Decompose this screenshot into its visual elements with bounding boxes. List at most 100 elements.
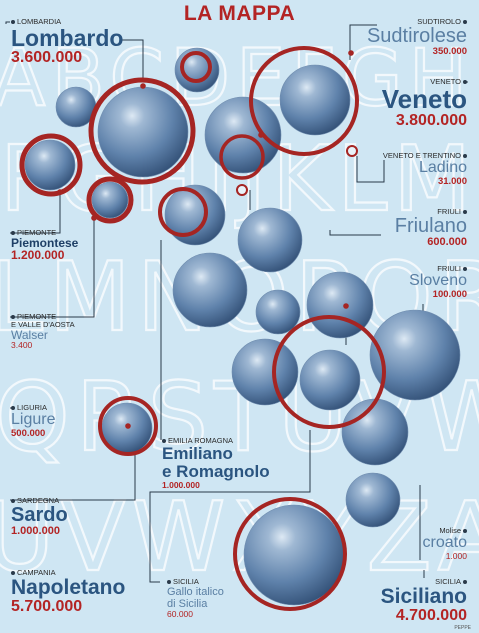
speakers-ladino: 31.000 [437, 175, 467, 187]
marker-dot-icon [11, 499, 15, 504]
dialect-sphere [279, 64, 351, 136]
label-sudtirolese: SUDTIROLO Sudtirolese 350.000 [367, 18, 467, 57]
connector-dot [258, 132, 264, 138]
label-veneto: VENETO Veneto 3.800.000 [382, 78, 467, 130]
red-highlight-ring [98, 396, 158, 456]
red-highlight-ring [88, 77, 196, 185]
label-ligure: LIGURIA Ligure 500.000 [11, 404, 55, 439]
label-napoletano: CAMPANIA Napoletano 5.700.000 [11, 569, 125, 616]
dialect-name-piemontese: Piemontese [11, 235, 79, 250]
marker-dot-icon [167, 580, 171, 585]
leader-line [5, 21, 10, 24]
dialect-sphere [345, 472, 401, 528]
dialect-name-emiliano-1: Emiliano [162, 443, 233, 463]
leader-line [349, 24, 377, 60]
dialect-name-gallo-1: Gallo italico [167, 585, 224, 598]
dialect-name-veneto: Veneto [381, 83, 467, 114]
label-siciliano: SICILIA Siciliano 4.700.000 [381, 578, 467, 625]
label-gallo-italico: SICILIA Gallo italico di Sicilia 60.000 [167, 578, 224, 619]
marker-dot-icon [463, 267, 467, 272]
leader-line [149, 430, 311, 583]
region-friuli-2: FRIULI [409, 265, 467, 273]
red-highlight-ring [219, 134, 265, 180]
red-highlight-ring [158, 187, 208, 237]
label-sloveno: FRIULI Sloveno 100.000 [409, 265, 467, 300]
label-sardo: SARDEGNA Sardo 1.000.000 [11, 497, 68, 537]
speakers-gallo: 60.000 [167, 609, 193, 620]
speakers-friulano: 600.000 [427, 235, 467, 248]
leader-line [329, 230, 381, 236]
dialect-name-sardo: Sardo [11, 503, 68, 526]
red-highlight-ring [233, 497, 347, 611]
dialect-name-emiliano-2: e Romagnolo [162, 461, 270, 481]
marker-dot-icon [463, 529, 467, 534]
dialect-sphere [24, 139, 76, 191]
speakers-sloveno: 100.000 [432, 288, 467, 300]
dialect-sphere [91, 181, 129, 219]
marker-dot-icon [11, 571, 15, 576]
credit-signature: PEPPE [454, 625, 471, 631]
dialect-name-ligure: Ligure [11, 410, 56, 428]
region-liguria: LIGURIA [11, 404, 55, 412]
dialect-sphere [97, 86, 189, 178]
region-lombardia: LOMBARDIA [11, 18, 123, 26]
speakers-lombardo: 3.600.000 [11, 49, 83, 67]
connector-dot [125, 423, 131, 429]
dialect-sphere [237, 207, 303, 273]
region-sardegna: SARDEGNA [11, 497, 68, 505]
region-piemonte: PIEMONTE [11, 229, 78, 237]
speakers-piemontese: 1.200.000 [11, 248, 65, 263]
speakers-sudtirolese: 350.000 [432, 45, 467, 57]
marker-dot-icon [162, 439, 166, 444]
red-marker-ring [236, 184, 248, 196]
dialect-name-sudtirolese: Sudtirolese [366, 24, 467, 47]
speakers-croato: 1.000 [445, 550, 467, 561]
speakers-napoletano: 5.700.000 [11, 597, 83, 615]
speakers-sardo: 1.000.000 [11, 524, 60, 537]
dialect-name-ladino: Ladino [418, 158, 467, 176]
region-veneto: VENETO [382, 78, 467, 86]
dialect-sphere [255, 289, 301, 335]
region-molise: Molise [423, 527, 467, 535]
region-campania: CAMPANIA [11, 569, 125, 577]
region-sudtirolo: SUDTIROLO [367, 18, 467, 26]
label-walser: PIEMONTE E VALLE D'AOSTA Walser 3.400 [11, 313, 75, 350]
marker-dot-icon [11, 20, 15, 25]
red-highlight-ring [180, 51, 212, 83]
label-friulano: FRIULI Friulano 600.000 [395, 208, 467, 248]
dialect-name-friulano: Friulano [394, 214, 467, 237]
red-highlight-ring [86, 176, 134, 224]
leader-line [10, 192, 61, 234]
dialect-name-croato: croato [422, 533, 467, 551]
leader-line [10, 452, 136, 501]
leader-line [10, 218, 95, 318]
region-veneto-trentino: VENETO E TRENTINO [383, 152, 467, 160]
marker-dot-icon [11, 231, 15, 236]
label-ladino: VENETO E TRENTINO Ladino 31.000 [383, 152, 467, 187]
region-friuli: FRIULI [395, 208, 467, 216]
label-piemontese: PIEMONTE Piemontese 1.200.000 [11, 229, 78, 262]
marker-dot-icon [11, 315, 15, 320]
region-piemonte-valle-aosta: PIEMONTE [11, 313, 75, 321]
speakers-emiliano: 1.000.000 [162, 479, 200, 490]
label-lombardo: LOMBARDIA Lombardo 3.600.000 [11, 18, 123, 67]
speakers-siciliano: 4.700.000 [395, 606, 467, 624]
region-sicilia: SICILIA [167, 578, 224, 586]
region-sicilia-2: SICILIA [381, 578, 467, 586]
dialect-sphere [306, 271, 374, 339]
region-line-2: E VALLE D'AOSTA [11, 319, 75, 329]
dialect-sphere [172, 252, 248, 328]
connector-dot [140, 83, 146, 89]
speakers-ligure: 500.000 [11, 427, 46, 439]
speakers-walser: 3.400 [11, 340, 33, 351]
dialect-sphere [341, 398, 409, 466]
dialect-sphere [164, 184, 226, 246]
dialect-name-walser: Walser [11, 327, 48, 342]
red-highlight-ring [272, 315, 386, 429]
marker-dot-icon [463, 20, 467, 25]
dialect-name-lombardo: Lombardo [11, 24, 124, 51]
red-highlight-ring [19, 133, 83, 197]
connector-dot [343, 303, 349, 309]
